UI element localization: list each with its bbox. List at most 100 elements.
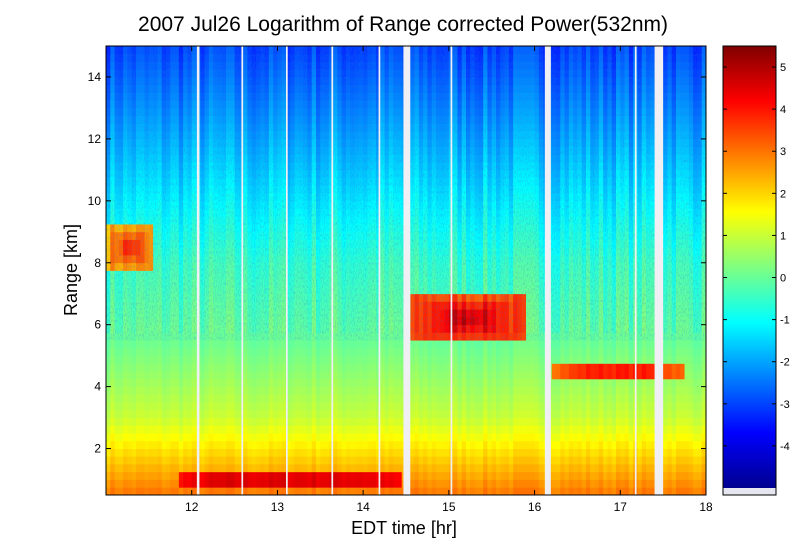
- heatmap-cell: [187, 456, 193, 465]
- heatmap-cell: [354, 471, 360, 480]
- heatmap-cell: [277, 371, 283, 380]
- heatmap-cell: [341, 471, 347, 480]
- heatmap-cell: [423, 363, 428, 372]
- heatmap-cell: [170, 456, 175, 465]
- heatmap-cell: [311, 386, 317, 395]
- heatmap-cell: [217, 355, 223, 364]
- heatmap-cell: [234, 440, 240, 449]
- heatmap-cell: [298, 409, 304, 418]
- heatmap-cell: [307, 402, 313, 411]
- heatmap-cell: [367, 347, 373, 357]
- heatmap-cell: [251, 363, 257, 372]
- heatmap-cell: [461, 363, 467, 372]
- heatmap-cell: [178, 355, 184, 364]
- heatmap-cell: [333, 347, 338, 357]
- heatmap-cell: [453, 433, 458, 442]
- heatmap-cell: [131, 479, 137, 488]
- heatmap-cell: [324, 394, 330, 403]
- heatmap-cell: [380, 363, 385, 372]
- heatmap-cell: [273, 394, 278, 403]
- heatmap-cell: [320, 479, 325, 488]
- heatmap-cell: [234, 394, 240, 403]
- heatmap-cell: [118, 386, 124, 395]
- heatmap-cell: [414, 440, 420, 449]
- heatmap-cell: [170, 386, 175, 395]
- heatmap-cell: [208, 340, 214, 349]
- heatmap-cell: [294, 386, 300, 395]
- heatmap-cell: [157, 487, 163, 495]
- heatmap-cell: [153, 425, 158, 434]
- heatmap-cell: [191, 340, 197, 349]
- heatmap-cell: [153, 479, 158, 488]
- heatmap-cell: [466, 355, 471, 364]
- heatmap-cell: [384, 456, 390, 465]
- heatmap-cell: [453, 440, 458, 449]
- heatmap-cell: [260, 487, 265, 495]
- heatmap-cell: [221, 371, 227, 380]
- heatmap-cell: [298, 363, 304, 372]
- heatmap-cell: [367, 355, 373, 364]
- heatmap-cell: [418, 355, 424, 364]
- heatmap-cell: [333, 448, 338, 457]
- heatmap-cell: [393, 386, 398, 395]
- heatmap-cell: [311, 471, 317, 480]
- heatmap-cell: [217, 378, 223, 388]
- heatmap-cell: [311, 448, 317, 457]
- heatmap-cell: [273, 378, 278, 388]
- heatmap-cell: [371, 479, 377, 488]
- heatmap-cell: [436, 394, 441, 403]
- heatmap-cell: [350, 417, 355, 426]
- heatmap-cell: [444, 456, 450, 465]
- heatmap-cell: [466, 456, 471, 465]
- heatmap-cell: [226, 378, 231, 388]
- heatmap-cell: [461, 340, 467, 349]
- heatmap-cell: [251, 456, 257, 465]
- heatmap-cell: [328, 417, 334, 426]
- heatmap-cell: [187, 433, 193, 442]
- heatmap-cell: [200, 425, 205, 434]
- heatmap-cell: [337, 402, 343, 411]
- heatmap-cell: [264, 363, 270, 372]
- heatmap-cell: [311, 487, 317, 495]
- heatmap-cell: [440, 402, 445, 411]
- heatmap-cell: [363, 417, 368, 426]
- heatmap-cell: [136, 355, 141, 364]
- heatmap-cell: [393, 340, 398, 349]
- heatmap-cell: [388, 456, 394, 465]
- heatmap-cell: [157, 394, 163, 403]
- heatmap-cell: [350, 371, 355, 380]
- heatmap-cell: [393, 487, 398, 495]
- heatmap-cell: [277, 456, 283, 465]
- heatmap-cell: [384, 347, 390, 357]
- heatmap-cell: [208, 417, 214, 426]
- heatmap-cell: [423, 347, 428, 357]
- heatmap-cell: [371, 386, 377, 395]
- heatmap-cell: [333, 340, 338, 349]
- heatmap-cell: [358, 487, 364, 495]
- heatmap-cell: [204, 479, 210, 488]
- heatmap-cell: [213, 402, 218, 411]
- heatmap-cell: [127, 402, 133, 411]
- heatmap-cell: [238, 487, 244, 495]
- heatmap-cell: [346, 487, 351, 495]
- heatmap-cell: [328, 487, 334, 495]
- heatmap-cell: [200, 417, 205, 426]
- heatmap-cell: [466, 363, 471, 372]
- heatmap-cell: [466, 394, 471, 403]
- heatmap-cell: [294, 487, 300, 495]
- heatmap-cell: [444, 479, 450, 488]
- heatmap-cell: [466, 479, 471, 488]
- heatmap-cell: [376, 487, 381, 495]
- heatmap-cell: [273, 456, 278, 465]
- heatmap-cell: [418, 378, 424, 388]
- heatmap-cell: [200, 433, 205, 442]
- heatmap-cell: [191, 402, 197, 411]
- heatmap-cell: [311, 340, 317, 349]
- heatmap-cell: [230, 456, 235, 465]
- heatmap-cell: [354, 464, 360, 473]
- heatmap-cell: [363, 363, 368, 372]
- heatmap-cell: [290, 487, 295, 495]
- heatmap-cell: [358, 417, 364, 426]
- heatmap-cell: [281, 394, 287, 403]
